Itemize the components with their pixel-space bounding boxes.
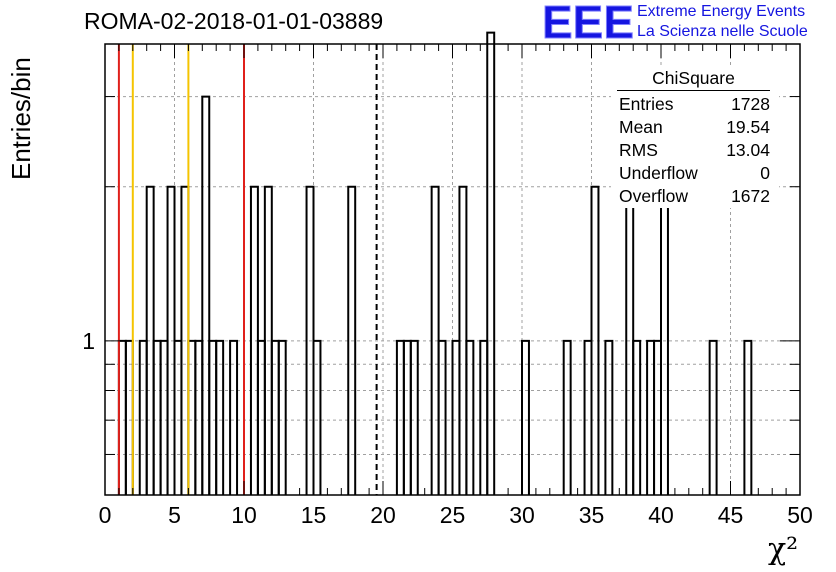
stats-label: RMS	[619, 140, 658, 160]
x-tick-label: 10	[231, 502, 257, 528]
x-tick-label: 15	[301, 502, 327, 528]
x-tick-label: 35	[579, 502, 605, 528]
x-axis-label: χ²	[768, 532, 799, 567]
histogram-bin	[277, 339, 287, 495]
x-tick-label: 20	[370, 502, 396, 528]
x-tick-label: 45	[718, 502, 744, 528]
eee-logo-icon: EEE	[542, 2, 635, 42]
histogram-bin	[215, 339, 225, 495]
stats-label: Mean	[619, 117, 663, 137]
x-tick-label: 40	[648, 502, 674, 528]
stats-row: Underflow 0	[611, 162, 779, 185]
stats-value: 13.04	[726, 140, 770, 160]
histogram-bin	[590, 185, 600, 495]
stats-row: Entries 1728	[611, 93, 779, 116]
stats-row: Overflow 1672	[611, 185, 779, 208]
histogram-bin	[229, 339, 239, 495]
stats-name: ChiSquare	[617, 68, 770, 91]
axis-ticks	[104, 44, 801, 495]
stats-row: RMS 13.04	[611, 139, 779, 162]
histogram-bin	[521, 339, 530, 495]
histogram-bin	[312, 339, 322, 495]
logo-text: EEE	[542, 2, 634, 42]
x-tick-label: 5	[168, 502, 181, 528]
histogram-bin	[486, 31, 496, 495]
histogram-bin	[201, 95, 211, 495]
marker-lines	[117, 44, 378, 495]
histogram-bin	[562, 339, 572, 495]
axis-tick-labels: 0 5 10 15 20 25 30 35 40 45 50 1	[82, 328, 813, 528]
x-tick-label: 0	[99, 502, 112, 528]
histogram-bin	[632, 339, 642, 495]
histogram-bin	[347, 185, 357, 495]
stats-label: Overflow	[619, 186, 689, 206]
histogram-bin	[708, 339, 718, 495]
stats-value: 1672	[731, 186, 770, 206]
stats-value: 1728	[731, 94, 770, 114]
histogram-bin	[465, 339, 475, 495]
stats-row: Mean 19.54	[611, 116, 779, 139]
logo-line-2: La Scienza nelle Scuole	[637, 23, 808, 40]
stats-label: Underflow	[619, 163, 698, 183]
chart-title: ROMA-02-2018-01-01-03889	[84, 8, 384, 34]
x-tick-label: 25	[440, 502, 466, 528]
stats-value: 0	[760, 163, 770, 183]
histogram-bin	[743, 339, 753, 495]
stats-value: 19.54	[726, 117, 770, 137]
stats-label: Entries	[619, 94, 674, 114]
histogram-bin	[437, 339, 447, 495]
y-axis-label: Entries/bin	[6, 57, 36, 180]
histogram-bin	[409, 339, 419, 495]
histogram-bin	[604, 339, 614, 495]
y-tick-label: 1	[82, 328, 95, 354]
logo-line-1: Extreme Energy Events	[637, 3, 806, 20]
stats-rows: Entries 1728 Mean 19.54 RMS 13.04 Underflow 0 Ov…	[611, 93, 779, 208]
x-tick-label: 50	[787, 502, 813, 528]
x-tick-label: 30	[509, 502, 535, 528]
stats-box: ChiSquare Entries 1728 Mean 19.54 RMS 13.04 Un…	[611, 68, 779, 208]
